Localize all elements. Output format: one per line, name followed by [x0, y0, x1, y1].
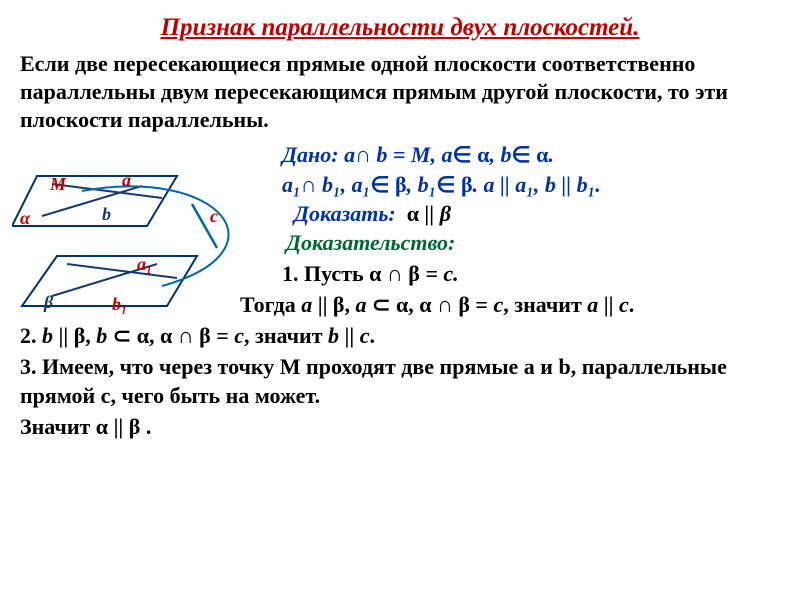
- diagram-label-c: c: [210, 206, 218, 227]
- diagram-label-beta: β: [44, 292, 53, 313]
- prove-line: Доказать: α || β: [294, 199, 780, 228]
- diagram-label-b1: b₁: [112, 294, 127, 315]
- diagram-label-a1: a₁: [137, 254, 152, 275]
- content-row: Mab α a₁ b₁ β c Дано: a∩ b = M, a∈ α, b∈ α. a…: [20, 140, 780, 318]
- step-1a: 1. Пусть α ∩ β = c.: [282, 259, 780, 288]
- proof-label: Доказательство:: [286, 228, 780, 257]
- step-3: 3. Имеем, что через точку M проходят две…: [20, 352, 780, 410]
- given-prove-block: Дано: a∩ b = M, a∈ α, b∈ α. a₁∩ b₁, a₁∈ …: [282, 140, 780, 256]
- diagram-label-b: b: [102, 204, 111, 225]
- step-1b: Тогда a || β, a ⊂ α, α ∩ β = c, значит a…: [240, 290, 780, 319]
- diagram-svg: [12, 146, 292, 326]
- conclusion: Значит α || β .: [20, 412, 780, 441]
- diagram-label-a: a: [122, 170, 131, 191]
- given-line-2: a₁∩ b₁, a₁∈ β, b₁∈ β. a || a₁, b || b₁.: [282, 170, 780, 199]
- diagram: Mab α a₁ b₁ β c: [12, 146, 292, 326]
- slide-title: Признак параллельности двух плоскостей.: [20, 14, 780, 42]
- diagram-label-alpha: α: [20, 208, 30, 229]
- theorem-statement: Если две пересекающиеся прямые одной пло…: [20, 50, 780, 134]
- given-line-1: Дано: a∩ b = M, a∈ α, b∈ α.: [282, 140, 780, 169]
- diagram-label-M: M: [50, 174, 66, 195]
